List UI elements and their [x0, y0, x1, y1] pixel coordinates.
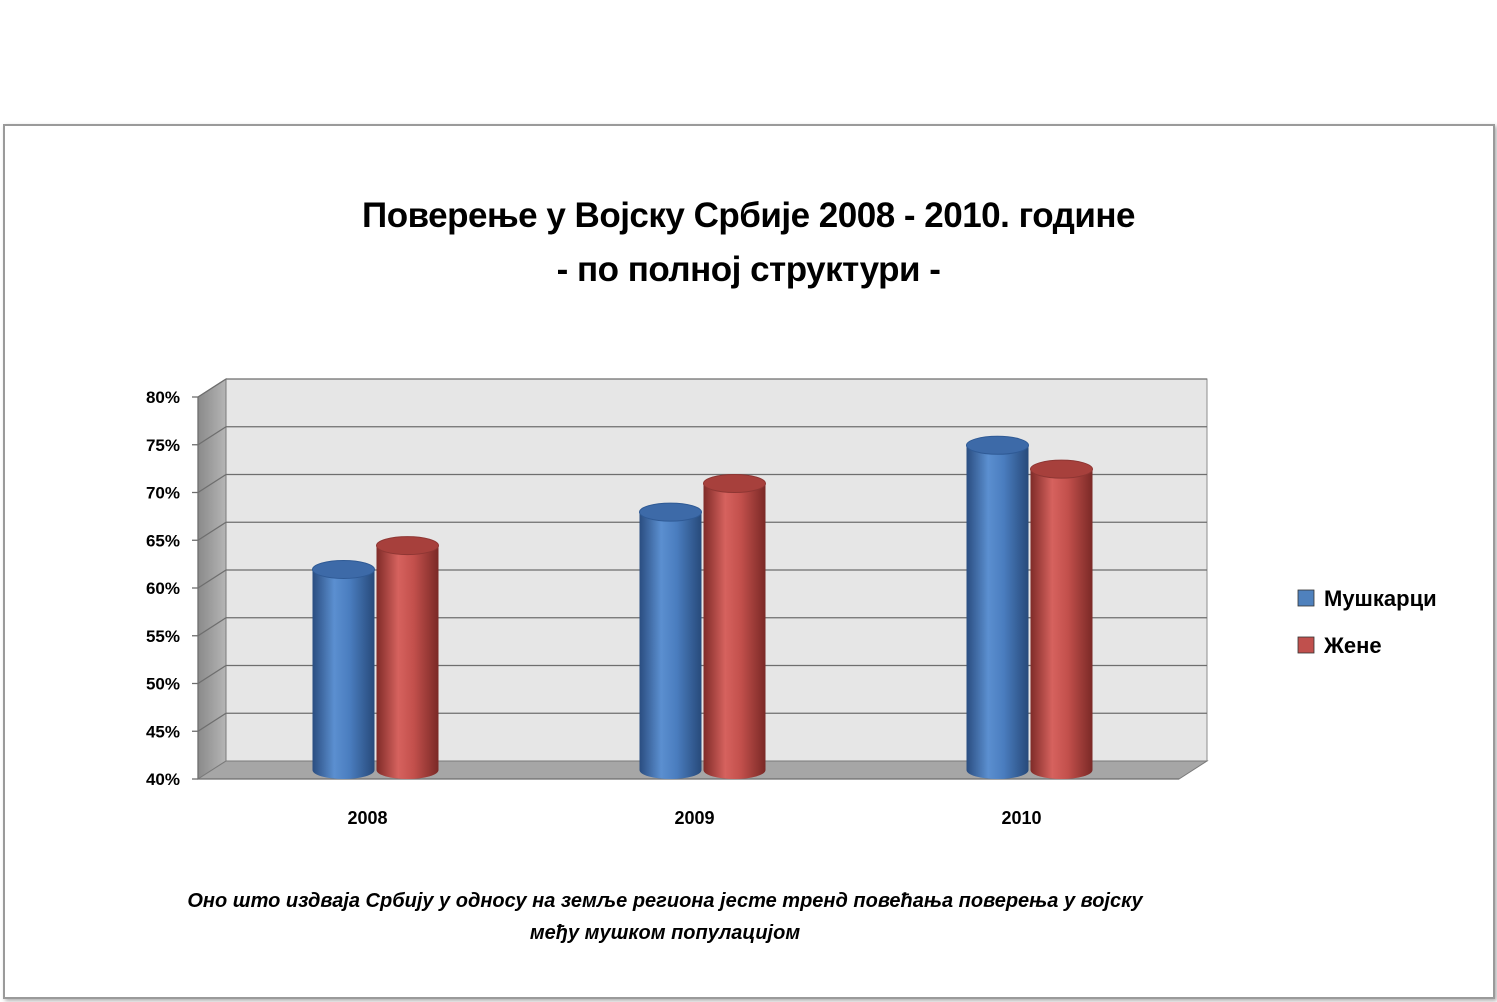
bar	[312, 559, 375, 779]
bar-top	[639, 502, 702, 522]
bar	[376, 536, 439, 779]
bar	[703, 474, 766, 779]
legend-label: Жене	[1323, 633, 1382, 658]
y-tick-label: 75%	[146, 436, 180, 455]
legend-swatch	[1297, 636, 1315, 654]
y-tick-label: 65%	[146, 531, 180, 550]
bar-body	[639, 512, 702, 779]
bar-top	[376, 536, 439, 556]
bar-top	[1030, 459, 1093, 479]
y-tick-label: 55%	[146, 627, 180, 646]
chart-subtitle: - по полној структури -	[556, 250, 941, 289]
legend-label: Мушкарци	[1324, 586, 1437, 611]
bar	[639, 502, 702, 779]
gridline-side	[197, 569, 227, 589]
x-tick-label: 2010	[1001, 808, 1041, 828]
bar-body	[376, 545, 439, 779]
bar-body	[966, 445, 1029, 779]
y-tick-label: 40%	[146, 770, 180, 789]
bar-body	[703, 483, 766, 779]
bar-body	[1030, 469, 1093, 779]
y-tick-label: 60%	[146, 579, 180, 598]
chart-title: Поверење у Војску Србије 2008 - 2010. го…	[362, 196, 1135, 235]
bar-top	[966, 435, 1029, 455]
plot-area: 40% 45% 50% 55% 60% 65% 70% 75% 80% 2008 2009 2010 М…	[146, 378, 1437, 828]
gridline-side	[197, 521, 227, 541]
caption-line-2: међу мушком популацијом	[529, 922, 801, 944]
gridline-side	[197, 664, 227, 685]
x-tick-label: 2008	[347, 808, 387, 828]
caption-line-1: Оно што издваја Србију у односу на земље…	[187, 890, 1143, 912]
y-tick-label: 50%	[146, 675, 180, 694]
bar-body	[312, 569, 375, 779]
bar	[1030, 459, 1093, 779]
legend-swatch	[1297, 589, 1315, 607]
y-tick-label: 80%	[146, 388, 180, 407]
bar	[966, 435, 1029, 779]
x-tick-label: 2009	[674, 808, 714, 828]
bar-top	[703, 474, 766, 493]
y-tick-label: 45%	[146, 722, 180, 741]
gridline-side	[197, 712, 227, 732]
bar-top	[312, 559, 375, 579]
gridline-side	[197, 617, 227, 637]
y-tick-label: 70%	[146, 484, 180, 503]
gridline-side	[197, 473, 227, 494]
gridline-side	[197, 378, 227, 398]
gridline-side	[197, 426, 227, 446]
